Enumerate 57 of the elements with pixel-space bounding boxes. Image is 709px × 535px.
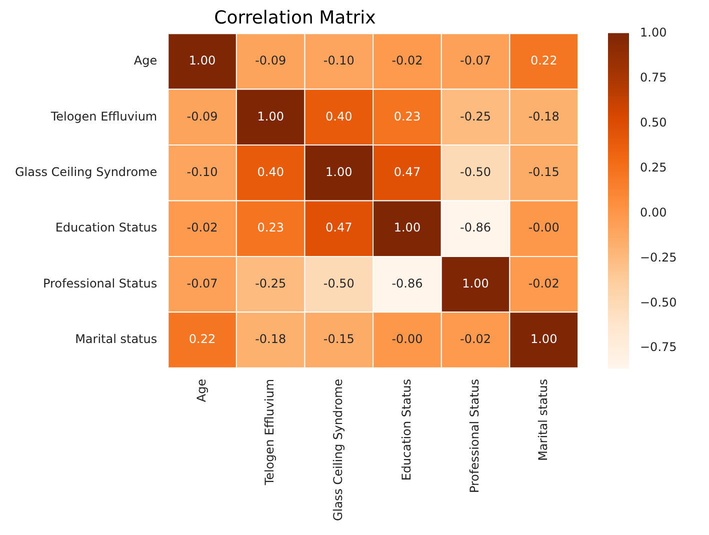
data-label: -0.09 bbox=[255, 54, 286, 68]
data-label: 1.00 bbox=[188, 54, 216, 68]
data-label: -0.10 bbox=[323, 54, 354, 68]
x-tick-label: Education Status bbox=[399, 378, 414, 481]
data-label: -0.50 bbox=[323, 276, 354, 290]
data-label: 0.40 bbox=[326, 109, 352, 124]
color-bar-label: 0.00 bbox=[640, 205, 667, 220]
data-label: -0.15 bbox=[323, 332, 354, 346]
x-tick-label: Age bbox=[194, 378, 208, 402]
data-label: 0.22 bbox=[188, 332, 216, 346]
data-label: -0.50 bbox=[460, 165, 492, 180]
x-tick-label: Marital status bbox=[536, 378, 550, 461]
data-label: -0.02 bbox=[460, 332, 492, 346]
x-tick-label: Glass Ceiling Syndrome bbox=[331, 378, 346, 522]
data-label: 0.22 bbox=[530, 54, 558, 68]
data-label: 0.40 bbox=[257, 165, 284, 180]
data-label: -0.02 bbox=[528, 276, 560, 290]
color-bar-label: 0.75 bbox=[640, 70, 667, 85]
data-label: 1.00 bbox=[394, 220, 421, 235]
color-bar-label: −0.50 bbox=[640, 295, 677, 310]
data-label: -0.15 bbox=[528, 165, 560, 180]
y-tick-label: Marital status bbox=[75, 332, 158, 346]
data-label: 0.47 bbox=[394, 165, 421, 180]
y-tick-label: Professional Status bbox=[42, 276, 158, 290]
data-label: -0.18 bbox=[528, 109, 560, 124]
x-tick-label: Professional Status bbox=[468, 378, 482, 494]
color-bar-label: 0.25 bbox=[640, 160, 667, 175]
data-label: 0.47 bbox=[326, 220, 352, 235]
color-bar-label: −0.75 bbox=[640, 340, 677, 354]
color-bar-label: −0.25 bbox=[640, 250, 677, 264]
data-label: -0.02 bbox=[186, 220, 218, 235]
y-tick-label: Age bbox=[134, 54, 158, 68]
data-label: -0.10 bbox=[186, 165, 218, 180]
data-label: -0.25 bbox=[255, 276, 286, 290]
y-tick-label: Education Status bbox=[55, 220, 158, 235]
data-label: -0.07 bbox=[186, 276, 218, 290]
color-bar-label: 1.00 bbox=[640, 26, 667, 40]
y-tick-label: Glass Ceiling Syndrome bbox=[14, 165, 158, 180]
data-label: -0.18 bbox=[255, 332, 286, 346]
chart-title: Correlation Matrix bbox=[214, 7, 376, 28]
data-label: -0.00 bbox=[528, 220, 560, 235]
color-bar-label: 0.50 bbox=[640, 116, 667, 130]
data-label: 1.00 bbox=[326, 165, 352, 180]
data-label: -0.07 bbox=[460, 54, 492, 68]
data-label: 1.00 bbox=[257, 109, 284, 124]
data-label: -0.86 bbox=[392, 276, 423, 290]
data-label: 1.00 bbox=[530, 332, 558, 346]
data-label: -0.00 bbox=[392, 332, 423, 346]
data-label: 0.23 bbox=[394, 109, 421, 124]
data-label: -0.86 bbox=[460, 220, 492, 235]
data-label: -0.25 bbox=[460, 109, 492, 124]
y-tick-label: Telogen Effluvium bbox=[50, 109, 158, 124]
data-label: -0.02 bbox=[392, 54, 423, 68]
data-label: -0.09 bbox=[186, 109, 218, 124]
x-tick-label: Telogen Effluvium bbox=[262, 378, 277, 486]
data-label: 0.23 bbox=[257, 220, 284, 235]
data-label: 1.00 bbox=[462, 276, 489, 290]
